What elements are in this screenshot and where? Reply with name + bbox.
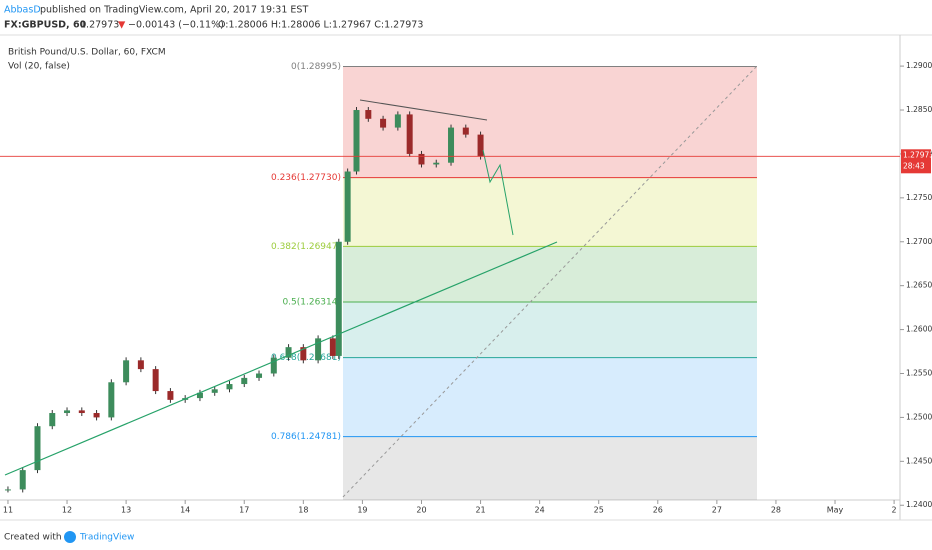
last-price-box	[901, 149, 931, 174]
candle	[406, 114, 413, 154]
candle	[256, 373, 263, 378]
x-tick-label: 26	[653, 506, 663, 515]
candle	[241, 377, 248, 385]
x-tick-label: May	[827, 506, 844, 515]
trend-line	[4, 241, 558, 476]
fib-band	[343, 66, 757, 178]
fib-band	[343, 302, 757, 358]
y-tick-label: 1.26500	[906, 281, 932, 290]
x-tick-label: 13	[121, 506, 131, 515]
y-tick-label: 1.29000	[906, 61, 932, 70]
countdown: 28:43	[903, 161, 925, 170]
candle	[49, 413, 56, 427]
last-price-label: 1.27973	[903, 150, 932, 159]
candle	[335, 241, 342, 356]
fib-label: 0.382(1.26947)	[271, 242, 341, 252]
change: −0.00143 (−0.11%)	[128, 20, 224, 31]
candle	[329, 338, 336, 356]
candle	[211, 389, 218, 393]
candle	[300, 347, 307, 361]
x-tick-label: 20	[416, 506, 426, 515]
candle	[152, 369, 159, 392]
fib-band	[343, 177, 757, 247]
candle	[477, 134, 484, 157]
candle	[196, 392, 203, 399]
y-tick-label: 1.25000	[906, 412, 932, 421]
fib-diagonal	[342, 65, 758, 498]
candle	[365, 110, 372, 119]
triangle-line	[359, 99, 488, 121]
candle	[462, 127, 469, 135]
candle	[19, 470, 26, 490]
fib-label: 0.786(1.24781)	[271, 432, 341, 442]
symbol: FX:GBPUSD, 60	[4, 20, 87, 31]
plot: 0(1.28995) 0.236(1.27730) 0.382(1.26947) 0.…	[4, 62, 757, 500]
x-tick-label: 21	[475, 506, 485, 515]
x-tick-label: 12	[62, 506, 72, 515]
x-tick-label: 19	[357, 506, 367, 515]
candle	[34, 426, 41, 471]
x-tick-label: 27	[712, 506, 722, 515]
candle	[418, 153, 425, 165]
author[interactable]: AbbasD	[4, 5, 41, 16]
candle	[344, 171, 351, 242]
fib-label: 0.5(1.26314)	[282, 298, 341, 308]
y-tick-label: 1.26000	[906, 325, 932, 334]
logo	[64, 531, 76, 543]
chart-title: British Pound/U.S. Dollar, 60, FXCM	[8, 48, 166, 58]
x-tick-label: 17	[239, 506, 249, 515]
y-tick-label: 1.24000	[906, 500, 932, 509]
candle	[353, 110, 360, 172]
arrow: ▼	[118, 20, 126, 31]
candle	[78, 410, 85, 414]
fib-band	[343, 357, 757, 437]
x-tick-label: 2	[892, 506, 897, 515]
candle	[226, 384, 233, 390]
footer-brand[interactable]: TradingView	[79, 533, 134, 543]
candle	[108, 382, 115, 418]
fib-band	[343, 436, 757, 500]
y-tick-label: 1.24500	[906, 456, 932, 465]
fib-label: 0(1.28995)	[291, 62, 341, 72]
fib-label: 0.236(1.27730)	[271, 173, 341, 183]
candle	[93, 413, 100, 418]
candle	[137, 360, 144, 370]
candle	[380, 118, 387, 128]
candle	[285, 347, 292, 358]
candle	[64, 410, 71, 414]
last: 1.27973	[80, 20, 119, 31]
candle	[123, 360, 130, 383]
indicator: Vol (20, false)	[8, 62, 70, 72]
x-tick-label: 25	[594, 506, 604, 515]
x-tick-label: 11	[3, 506, 13, 515]
x-tick-label: 18	[298, 506, 308, 515]
y-tick-label: 1.27000	[906, 237, 932, 246]
x-tick-label: 24	[535, 506, 545, 515]
candle	[315, 338, 322, 361]
candle	[270, 357, 277, 374]
candle	[4, 489, 11, 491]
x-tick-label: 28	[771, 506, 781, 515]
fib-band	[343, 246, 757, 303]
candle	[433, 162, 440, 165]
y-tick-label: 1.27500	[906, 193, 932, 202]
y-tick-label: 1.25500	[906, 369, 932, 378]
footer-created: Created with	[4, 533, 62, 543]
candle	[448, 127, 455, 163]
y-tick-label: 1.28500	[906, 105, 932, 114]
projection-path	[482, 149, 514, 236]
candle	[394, 114, 401, 128]
candle	[167, 391, 174, 400]
x-tick-label: 14	[180, 506, 190, 515]
published: published on TradingView.com, April 20, …	[40, 5, 308, 16]
ohlc: O:1.28006 H:1.28006 L:1.27967 C:1.27973	[218, 20, 423, 31]
